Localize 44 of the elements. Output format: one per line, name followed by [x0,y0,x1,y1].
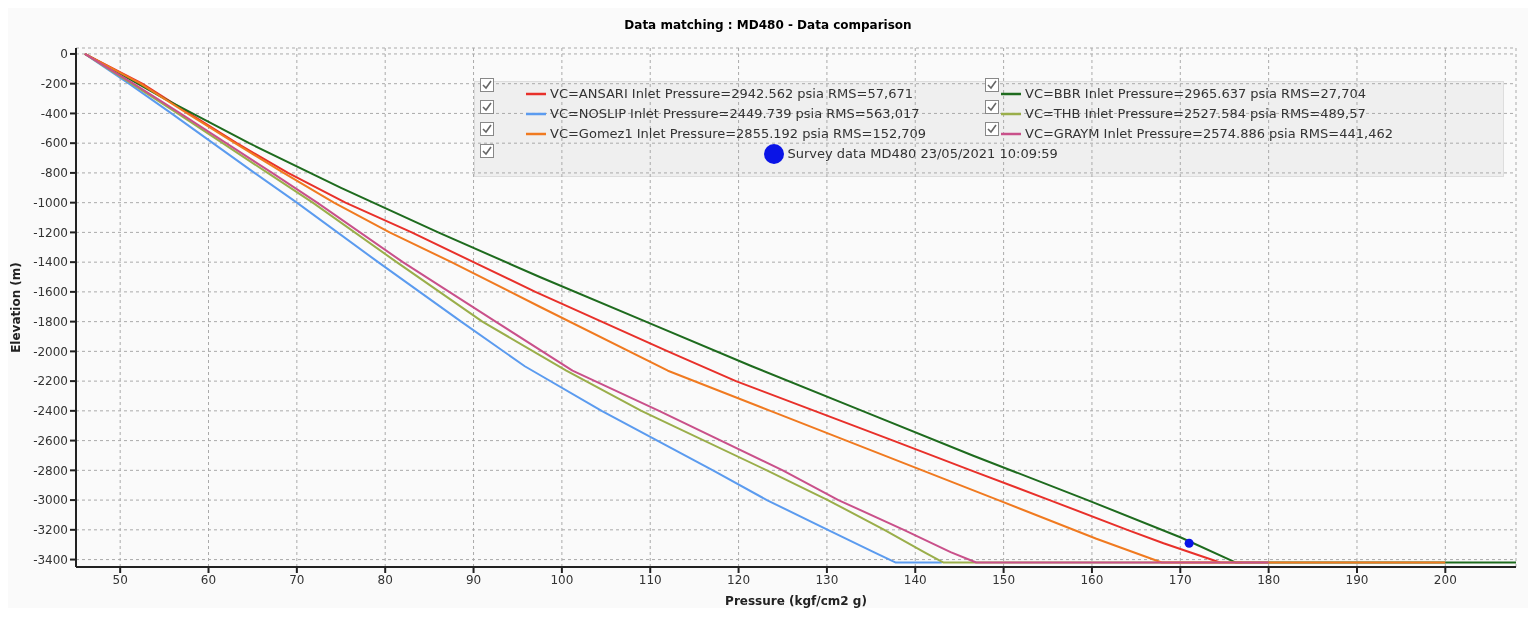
x-tick-label: 190 [1345,572,1369,587]
x-tick-label: 90 [465,572,482,587]
x-tick-label: 160 [1080,572,1104,587]
x-tick-label: 170 [1168,572,1192,587]
legend-label: VC=NOSLIP Inlet Pressure=2449.739 psia RMS=563,017 [550,104,921,123]
x-tick-label: 150 [992,572,1016,587]
x-tick-label: 100 [550,572,574,587]
x-tick-label: 200 [1433,572,1457,587]
legend-label: VC=GRAYM Inlet Pressure=2574.886 psia RMS=441,462 [1025,124,1394,143]
x-tick-label: 110 [638,572,662,587]
x-tick-label: 140 [903,572,927,587]
legend-label: VC=Gomez1 Inlet Pressure=2855.192 psia RMS=152,709 [550,124,928,143]
y-tick-label: -1400 [33,255,68,270]
chart-title: Data matching : MD480 - Data comparison [623,17,913,34]
x-tick-label: 60 [200,572,217,587]
x-tick-label: 130 [815,572,839,587]
y-axis-title: Elevation (m) [9,262,24,353]
y-tick-label: -800 [40,166,68,181]
y-tick-label: -2200 [33,374,68,389]
x-tick-label: 80 [377,572,393,587]
legend-label: VC=THB Inlet Pressure=2527.584 psia RMS=489,57 [1025,104,1367,123]
y-tick-label: -200 [40,76,68,91]
legend-label: VC=BBR Inlet Pressure=2965.637 psia RMS=27,704 [1025,84,1367,103]
y-tick-label: -400 [40,106,68,121]
y-tick-label: -600 [40,136,68,151]
x-axis-title: Pressure (kgf/cm2 g) [725,594,867,608]
y-tick-label: 0 [60,47,68,62]
x-tick-label: 180 [1257,572,1281,587]
y-tick-label: -2000 [33,344,68,359]
legend-label: VC=ANSARI Inlet Pressure=2942.562 psia RMS=57,671 [550,84,914,103]
y-tick-label: -1200 [33,225,68,240]
x-tick-label: 120 [727,572,751,587]
y-tick-label: -1800 [33,314,68,329]
legend-label: Survey data MD480 23/05/2021 10:09:59 [787,144,1059,163]
y-tick-label: -3200 [33,523,68,538]
y-tick-label: -2800 [33,463,68,478]
y-tick-label: -1000 [33,195,68,210]
x-tick-label: 50 [112,572,128,587]
x-tick-label: 70 [289,572,305,587]
y-tick-label: -3000 [33,493,68,508]
y-tick-label: -3400 [33,552,68,567]
y-tick-label: -1600 [33,285,68,300]
y-tick-label: -2600 [33,433,68,448]
y-tick-label: -2400 [33,404,68,419]
